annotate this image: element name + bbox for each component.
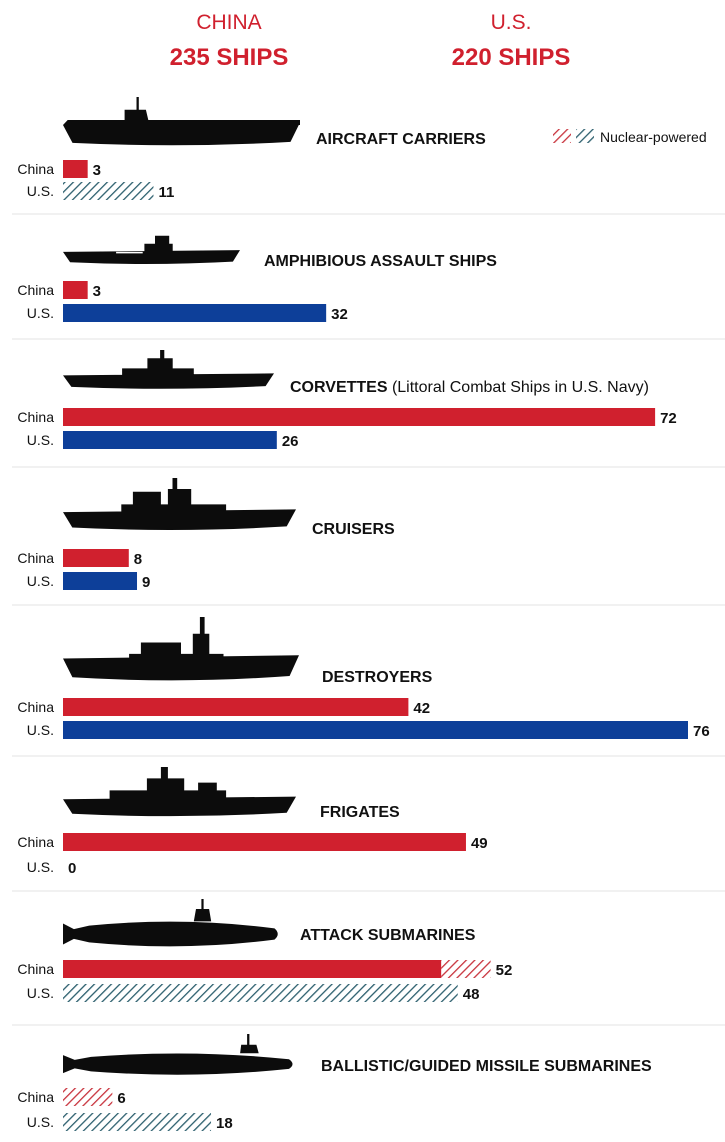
destroyer-icon [63, 617, 299, 681]
bar-us-cruisers [63, 572, 138, 590]
header: CHINA 235 SHIPS U.S. 220 SHIPS [170, 11, 571, 71]
country-label-china: China [17, 550, 54, 566]
section-corvettes: CORVETTES (Littoral Combat Ships in U.S.… [12, 350, 725, 468]
country-label-china: China [17, 834, 54, 850]
value-label-china-corvettes: 72 [660, 410, 677, 427]
category-title: FRIGATES [320, 804, 400, 821]
bar-china-nuclear-attack_subs [441, 960, 491, 978]
value-label-china-missile_subs: 6 [117, 1090, 125, 1107]
aircraft-carrier-icon [63, 97, 300, 146]
value-label-us-attack_subs: 48 [463, 986, 480, 1003]
bar-us-amphibious [63, 304, 327, 322]
value-label-us-frigates: 0 [68, 860, 76, 877]
value-label-us-cruisers: 9 [142, 574, 150, 591]
bar-china-corvettes [63, 408, 656, 426]
value-label-china-destroyers: 42 [413, 700, 430, 717]
value-label-us-missile_subs: 18 [216, 1115, 233, 1132]
china-header-total: 235 SHIPS [170, 44, 289, 71]
category-title: DESTROYERS [322, 669, 433, 686]
country-label-us: U.S. [27, 985, 54, 1001]
value-label-us-amphibious: 32 [331, 306, 348, 323]
category-title: BALLISTIC/GUIDED MISSILE SUBMARINES [321, 1058, 652, 1075]
category-title: CRUISERS [312, 521, 395, 538]
bar-us-nuclear-carriers [63, 182, 154, 200]
cruiser-icon [63, 478, 296, 530]
category-title: CORVETTES (Littoral Combat Ships in U.S.… [290, 379, 649, 396]
bar-china-cruisers [63, 549, 129, 567]
category-title: ATTACK SUBMARINES [300, 927, 476, 944]
value-label-china-cruisers: 8 [134, 551, 142, 568]
bar-us-corvettes [63, 431, 277, 449]
country-label-us: U.S. [27, 573, 54, 589]
category-title-text: ATTACK SUBMARINES [300, 927, 476, 944]
value-label-china-attack_subs: 52 [496, 962, 513, 979]
corvette-icon [63, 350, 274, 389]
value-label-us-carriers: 11 [158, 184, 174, 201]
section-attack_subs: ATTACK SUBMARINES China 52 U.S. 48 [12, 899, 725, 1026]
country-label-china: China [17, 699, 54, 715]
country-label-china: China [17, 1089, 54, 1105]
country-label-us: U.S. [27, 722, 54, 738]
category-title: AIRCRAFT CARRIERS [316, 131, 486, 148]
country-label-us: U.S. [27, 1114, 54, 1130]
country-label-china: China [17, 961, 54, 977]
value-label-us-corvettes: 26 [282, 433, 299, 450]
category-title: AMPHIBIOUS ASSAULT SHIPS [264, 253, 497, 270]
value-label-us-destroyers: 76 [693, 723, 710, 740]
section-carriers: AIRCRAFT CARRIERS China 3 U.S. 11 [12, 97, 725, 215]
legend: Nuclear-powered [553, 129, 707, 145]
bar-china-frigates [63, 833, 466, 851]
frigate-icon [63, 767, 296, 817]
category-title-text: FRIGATES [320, 804, 400, 821]
us-header-total: 220 SHIPS [452, 44, 571, 71]
category-title-text: CRUISERS [312, 521, 395, 538]
bar-us-nuclear-attack_subs [63, 984, 458, 1002]
country-label-china: China [17, 409, 54, 425]
bar-us-destroyers [63, 721, 688, 739]
section-cruisers: CRUISERS China 8 U.S. 9 [12, 478, 725, 606]
category-title-text: CORVETTES [290, 379, 388, 396]
attack-submarine-icon [63, 899, 278, 947]
bar-china-destroyers [63, 698, 409, 716]
category-title-text: AIRCRAFT CARRIERS [316, 131, 486, 148]
us-header-country: U.S. [491, 11, 532, 34]
missile-submarine-icon [63, 1034, 293, 1075]
legend-china-nuclear-swatch [553, 129, 571, 143]
category-title-text: DESTROYERS [322, 669, 433, 686]
value-label-china-amphibious: 3 [93, 283, 101, 300]
value-label-china-frigates: 49 [471, 835, 488, 852]
bar-us-nuclear-missile_subs [63, 1113, 212, 1131]
category-note: (Littoral Combat Ships in U.S. Navy) [388, 379, 649, 396]
bar-china-attack_subs [63, 960, 442, 978]
country-label-us: U.S. [27, 305, 54, 321]
amphibious-ship-icon [63, 235, 240, 264]
bar-china-amphibious [63, 281, 88, 299]
section-frigates: FRIGATES China 49 U.S. 0 [12, 767, 725, 892]
legend-us-nuclear-swatch [576, 129, 594, 143]
country-label-us: U.S. [27, 432, 54, 448]
section-missile_subs: BALLISTIC/GUIDED MISSILE SUBMARINES China… [17, 1034, 652, 1132]
section-amphibious: AMPHIBIOUS ASSAULT SHIPS China 3 U.S. 32 [12, 235, 725, 340]
category-title-text: BALLISTIC/GUIDED MISSILE SUBMARINES [321, 1058, 652, 1075]
category-title-text: AMPHIBIOUS ASSAULT SHIPS [264, 253, 497, 270]
section-destroyers: DESTROYERS China 42 U.S. 76 [12, 617, 725, 757]
country-label-us: U.S. [27, 183, 54, 199]
bar-china-carriers [63, 160, 88, 178]
china-header-country: CHINA [196, 11, 261, 34]
country-label-us: U.S. [27, 859, 54, 875]
legend-label: Nuclear-powered [600, 129, 707, 145]
bar-china-nuclear-missile_subs [63, 1088, 113, 1106]
country-label-china: China [17, 282, 54, 298]
category-sections: AIRCRAFT CARRIERS China 3 U.S. 11 AMPHIBIOUS … [12, 97, 725, 1132]
value-label-china-carriers: 3 [93, 162, 101, 179]
country-label-china: China [17, 161, 54, 177]
